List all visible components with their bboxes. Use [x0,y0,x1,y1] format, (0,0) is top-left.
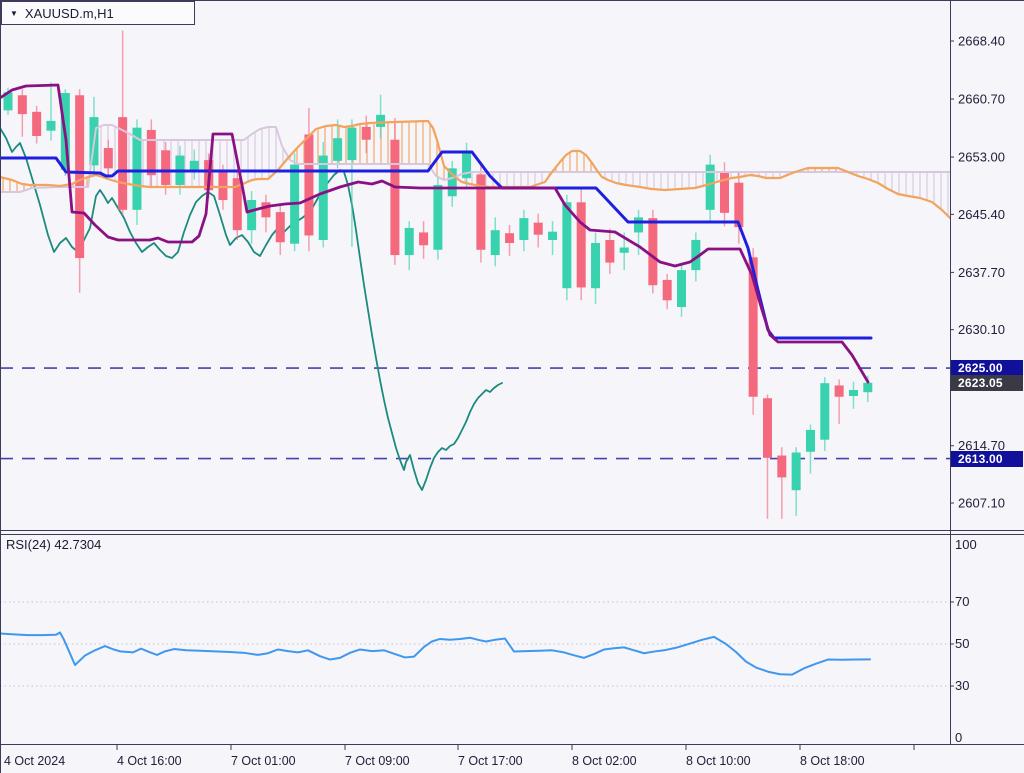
candle-bull [433,175,443,260]
time-axis-label: 7 Oct 17:00 [458,754,523,768]
rsi-axis-label: 0 [955,730,962,745]
time-axis-label: 8 Oct 02:00 [572,754,637,768]
rsi-pane [0,535,950,743]
candle-bull [189,149,199,180]
candle-bear [476,166,486,263]
price-axis-label: 2607.10 [958,496,1005,511]
candle-bear [361,115,371,154]
candle-bear [261,194,271,233]
candle-bear [734,172,744,244]
time-axis-label: 8 Oct 18:00 [800,754,865,768]
candle-bear [419,221,429,259]
time-axis: 4 Oct 2024 4 Oct 16:00 7 Oct 01:00 7 Oct 09… [4,745,915,768]
candle-bear [32,105,42,144]
candle-bear [275,206,285,256]
candle-bull [562,194,572,301]
price-axis-label: 2653.00 [958,150,1005,165]
candle-bull [46,82,56,141]
candle-bull [591,232,601,305]
price-axis-label: 2614.70 [958,438,1005,453]
price-axis-label: 2660.70 [958,92,1005,107]
candle-bull [820,377,830,452]
candle-bull [705,154,715,222]
candle-bear [146,119,156,188]
candle-bear [720,162,729,227]
candle-bear [75,89,85,293]
tenkan-purple-line [0,83,870,384]
price-axis-label: 2668.40 [958,34,1005,49]
rsi-axis-label: 30 [955,678,969,693]
candle-bull [791,447,801,516]
time-axis-label: 8 Oct 10:00 [686,754,751,768]
current-price-badge: 2623.05 [951,374,1023,391]
candle-bear [390,117,400,265]
rsi-axis-label: 70 [955,594,969,609]
candle-bull [447,160,457,207]
candle-bull [462,142,472,188]
price-axis-label: 2645.40 [958,207,1005,222]
kijun-blue-line [0,150,873,340]
candle-bull [805,424,815,474]
candle-bear [576,187,586,301]
symbol-timeframe-label: XAUUSD.m,H1 [24,5,114,21]
rsi-axis-label: 50 [955,636,969,651]
price-level-badge-upper: 2625.00 [951,360,1023,377]
chart-plot-area[interactable] [0,0,950,529]
candle-bear [232,172,242,240]
rsi-line [0,631,871,676]
candle-bear [505,224,515,256]
candle-bear [118,30,128,216]
candle-bear [533,213,543,248]
candle-bear [304,108,314,252]
dropdown-arrow-icon: ▼ [10,8,18,18]
candle-bear [762,394,772,519]
candle-bear [777,447,787,519]
candle-bear [605,228,615,274]
time-axis-label: 4 Oct 16:00 [117,754,182,768]
candle-bull [333,119,343,169]
main-price-pane [0,0,950,529]
price-axis-label: 2630.10 [958,322,1005,337]
candle-bear [648,209,658,294]
candle-bull [247,190,257,244]
candle-bull [848,381,858,409]
candle-bear [103,139,113,176]
rsi-indicator-label: RSI(24) 42.7304 [6,537,102,552]
candle-bear [662,273,672,310]
time-axis-label: 4 Oct 2024 [4,754,65,768]
price-axis-label: 2637.70 [958,265,1005,280]
candle-bull [404,221,414,271]
senkou-a-line [0,119,950,220]
symbol-selector[interactable]: ▼ XAUUSD.m,H1 [1,1,195,25]
rsi-axis: 100 70 50 30 0 [950,537,977,745]
candle-bull [490,217,500,267]
candle-bull [376,94,386,139]
candle-bull [548,221,558,256]
price-level-badge-lower: 2613.00 [951,450,1023,467]
time-axis-label: 7 Oct 09:00 [345,754,410,768]
rsi-axis-label: 100 [955,537,977,552]
candle-bear [17,89,27,137]
candle-bull [318,141,328,248]
candle-bear [834,379,844,424]
time-axis-label: 7 Oct 01:00 [231,754,296,768]
candle-bull [677,262,687,317]
candle-bull [519,209,529,252]
price-axis: 2668.40 2660.70 2653.00 2645.40 2637.70 2630.… [950,34,1005,511]
